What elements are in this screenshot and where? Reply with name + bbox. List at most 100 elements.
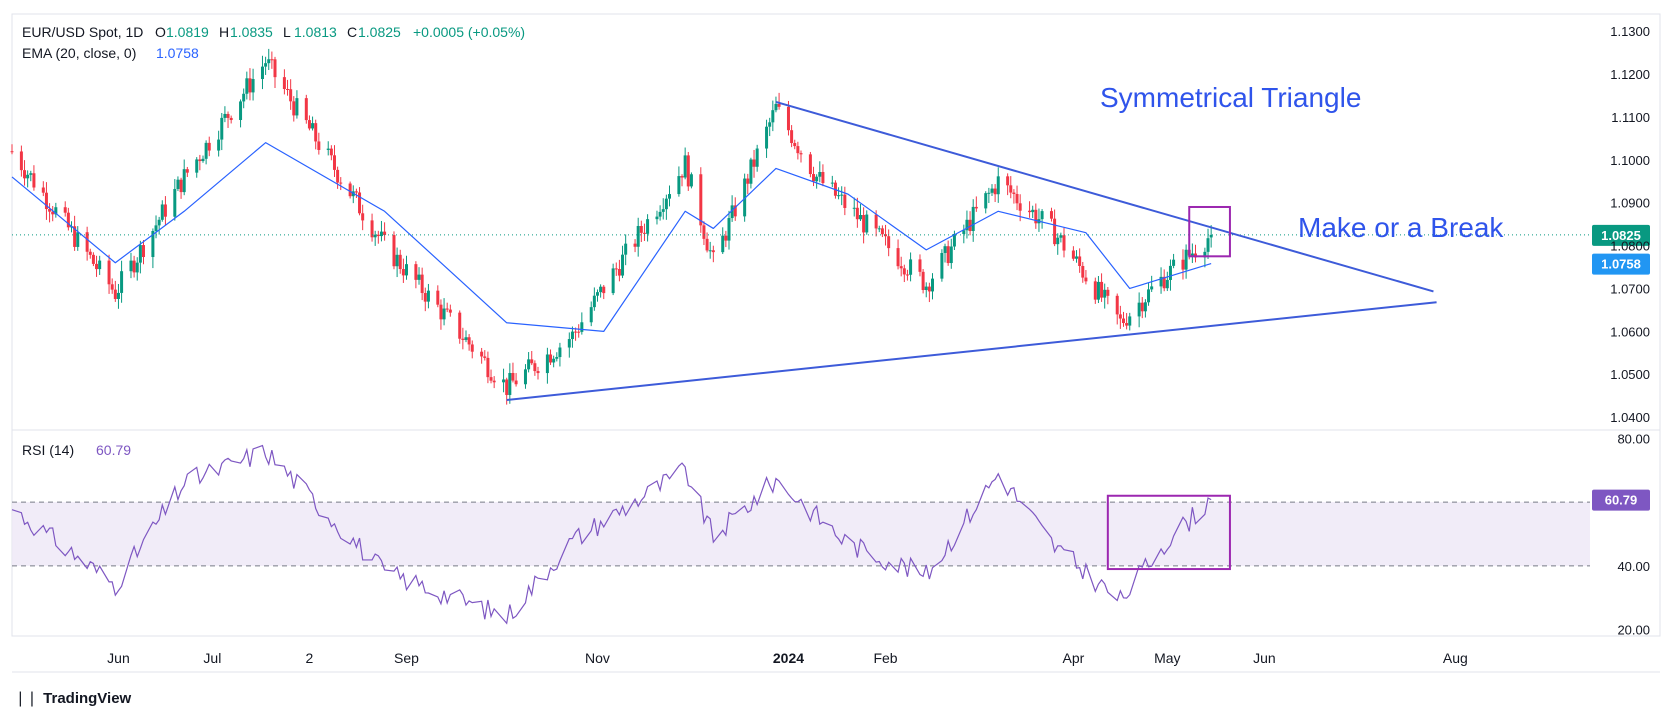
candle-body <box>577 331 581 333</box>
candle-body <box>85 232 89 252</box>
candle-body <box>830 182 834 184</box>
candle-body <box>812 174 816 182</box>
candle-body <box>1168 265 1172 280</box>
candle-body <box>793 143 797 147</box>
candle-body <box>974 206 978 209</box>
candle-body <box>962 230 966 234</box>
candle-body <box>135 262 139 273</box>
candle-body <box>107 260 111 285</box>
candle-body <box>1049 211 1053 219</box>
candle-body <box>458 312 462 339</box>
candle-body <box>423 293 427 302</box>
candle-body <box>1100 281 1104 298</box>
candle-body <box>1053 218 1057 245</box>
candle-body <box>1081 266 1085 278</box>
candle-body <box>401 269 405 276</box>
candle-body <box>837 195 841 197</box>
candle-body <box>711 250 715 253</box>
candle-body <box>1018 203 1022 211</box>
candle-body <box>63 207 67 213</box>
candle-body <box>968 219 972 232</box>
candle-body <box>574 331 578 333</box>
price-tick-label: 1.1100 <box>1611 110 1650 125</box>
time-tick-label: May <box>1154 650 1180 666</box>
candle-body <box>26 174 30 179</box>
candle-body <box>1159 276 1163 287</box>
axes: 1.1300 1.1200 1.1100 1.1000 1.0900 1.0800 1.07… <box>107 24 1650 666</box>
candle-body <box>361 213 365 221</box>
candle-body <box>765 126 769 149</box>
candle-body <box>1162 276 1166 289</box>
footer-brand-text: TradingView <box>43 689 132 707</box>
candle-body <box>655 216 659 220</box>
candle-body <box>1115 295 1119 315</box>
candle-body <box>29 173 33 175</box>
candle-body <box>467 337 471 345</box>
candle-body <box>370 220 374 238</box>
candle-body <box>270 59 274 61</box>
candle-body <box>611 268 615 294</box>
candle-body <box>558 347 562 358</box>
candle-body <box>865 214 869 233</box>
candle-body <box>267 59 271 64</box>
candle-body <box>383 231 387 236</box>
candle-body <box>646 219 650 234</box>
candle-body <box>1012 192 1016 194</box>
candle-body <box>163 204 167 217</box>
candle-body <box>786 106 790 131</box>
candle-body <box>730 205 734 219</box>
last-price-tag-bg <box>1592 224 1650 246</box>
candle-body <box>508 372 512 395</box>
candle-body <box>689 174 693 187</box>
candle-body <box>395 254 399 267</box>
candle-body <box>514 380 518 385</box>
candle-body <box>461 338 465 340</box>
candle-body <box>1206 238 1210 252</box>
candle-body <box>664 198 668 210</box>
candle-body <box>332 155 336 170</box>
candle-body <box>877 228 881 230</box>
candle-body <box>1084 277 1088 282</box>
time-tick-label: Jun <box>107 650 130 666</box>
candle-body <box>943 246 947 253</box>
annotation-break: Make or a Break <box>1298 212 1504 243</box>
legend-rsi-value: 60.79 <box>96 442 131 458</box>
ema-line <box>11 142 1212 332</box>
candle-body <box>996 176 1000 195</box>
candle-body <box>799 153 803 155</box>
candle-body <box>198 159 202 162</box>
candle-body <box>755 148 759 167</box>
candle-body <box>66 212 70 228</box>
candle-body <box>771 110 775 123</box>
candle-body <box>790 130 794 144</box>
candle-body <box>307 120 311 129</box>
candle-body <box>1062 235 1066 251</box>
candle-body <box>940 252 944 279</box>
candle-body <box>1147 289 1151 303</box>
candle-body <box>1096 281 1100 300</box>
candle-body <box>746 178 750 184</box>
trendline <box>506 301 1437 401</box>
candle-body <box>282 77 286 89</box>
candle-body <box>987 192 991 194</box>
candle-body <box>398 254 402 270</box>
candle-body <box>505 379 509 395</box>
candle-body <box>317 141 321 150</box>
candle-body <box>339 182 343 184</box>
candle-body <box>1078 256 1082 267</box>
candle-body <box>621 254 625 276</box>
candle-body <box>683 155 687 178</box>
candle-body <box>436 290 440 305</box>
candle-body <box>260 66 264 80</box>
candle-body <box>749 159 753 184</box>
candle-body <box>808 154 812 175</box>
candle-body <box>511 372 515 381</box>
rsi-tick-label: 20.00 <box>1617 623 1650 638</box>
candle-body <box>1209 234 1213 238</box>
candle-body <box>113 289 117 299</box>
candle-body <box>1128 316 1132 326</box>
candle-body <box>142 245 145 258</box>
candle-body <box>120 271 124 293</box>
grid-lines <box>11 13 1661 673</box>
candle-body <box>843 194 847 208</box>
